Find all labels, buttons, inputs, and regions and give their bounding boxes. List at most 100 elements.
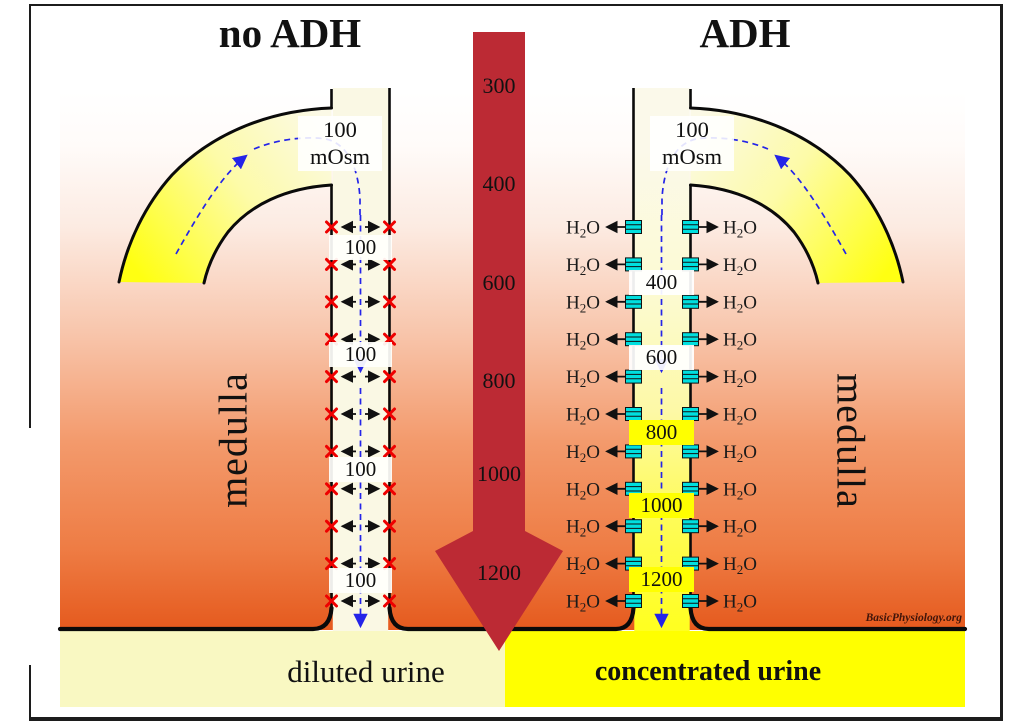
blocked-channel-x-icon [325, 370, 338, 384]
no-adh-exchange-row [325, 332, 396, 346]
aquaporin-stripes [682, 224, 699, 230]
aquaporin-body [625, 332, 642, 347]
aquaporin-stripes [682, 598, 699, 604]
blocked-channel-x-icon [383, 407, 396, 421]
aquaporin-stripes [625, 261, 642, 268]
aquaporin-stripes [625, 336, 642, 342]
right-inflow-tube [690, 108, 903, 283]
no-adh-exchange-row [325, 519, 396, 533]
medulla-label-right: medulla [828, 373, 874, 509]
adh-title: ADH [699, 10, 791, 56]
blocked-channel-x-icon [325, 220, 338, 234]
aquaporin-body [682, 294, 699, 309]
no-adh-exchange-row [325, 295, 396, 309]
blocked-channel-x-icon [325, 257, 338, 271]
aquaporin-channel-icon [625, 294, 642, 309]
aquaporin-body [682, 594, 699, 608]
aquaporin-channel-icon [625, 594, 642, 608]
blocked-channel-x-icon [383, 557, 396, 571]
blocked-channel-x-icon [325, 444, 338, 458]
aquaporin-stripes [625, 523, 642, 529]
blocked-channel-x-icon [383, 594, 396, 608]
aquaporin-stripes [682, 411, 699, 417]
h2o-label: H2O [566, 330, 600, 353]
aquaporin-stripes [625, 448, 642, 455]
aquaporin-body [625, 369, 642, 384]
aquaporin-channel-icon [625, 519, 642, 534]
adh-exchange-row: H2O H2O [566, 218, 757, 241]
frame-left-upper-line [29, 4, 32, 428]
gradient-value: 300 [482, 73, 516, 98]
aquaporin-stripes [682, 448, 699, 455]
left-inflow-path [253, 137, 361, 215]
blocked-channel-x-icon [383, 519, 396, 533]
left-inflow-arrow [175, 154, 248, 255]
adh-lumen-value: 800 [629, 420, 694, 445]
aquaporin-stripes [625, 486, 642, 492]
blocked-channel-x-icon [383, 257, 396, 271]
aquaporin-body [682, 332, 699, 347]
h2o-label: H2O [723, 442, 757, 465]
blocked-channel-x-icon [325, 557, 338, 571]
no-adh-exchange-row [325, 220, 396, 234]
aquaporin-channel-icon [625, 369, 642, 384]
blocked-channel-x-icon [325, 594, 338, 608]
aquaporin-channel-icon [682, 481, 699, 496]
aquaporin-stripes [625, 373, 642, 380]
aquaporin-stripes [625, 598, 642, 604]
adh-exchange-row: H2O H2O [566, 255, 757, 278]
no-adh-lumen-value: 100 [329, 457, 392, 482]
aquaporin-stripes [682, 523, 699, 529]
blocked-channel-x-icon [383, 370, 396, 384]
h2o-label: H2O [723, 330, 757, 353]
right-inflow-value: 100 [675, 117, 709, 142]
concentrated-urine-region [505, 631, 965, 707]
blocked-channel-x-icon [383, 444, 396, 458]
gradient-value: 800 [482, 368, 516, 393]
h2o-label: H2O [566, 442, 600, 465]
aquaporin-stripes [625, 560, 642, 567]
gradient-value: 400 [482, 171, 516, 196]
adh-exchange-row: H2O H2O [566, 479, 757, 502]
frame-left-lower-line [29, 665, 32, 717]
frame-bottom-line [29, 717, 1002, 721]
adh-lumen-value: 400 [629, 270, 694, 295]
adh-lumen-value: 1000 [629, 493, 694, 518]
gradient-value: 1000 [477, 461, 521, 486]
aquaporin-channel-icon [625, 407, 642, 421]
adh-exchange-row: H2O H2O [566, 330, 757, 353]
adh-exchange-row: H2O H2O [566, 592, 757, 615]
left-inflow-tube [119, 108, 332, 283]
h2o-label: H2O [723, 405, 757, 428]
aquaporin-body [682, 444, 699, 459]
aquaporin-body [625, 594, 642, 608]
no-adh-lumen-value: 100 [329, 568, 392, 593]
aquaporin-body [625, 444, 642, 459]
adh-exchange-row: H2O H2O [566, 367, 757, 390]
aquaporin-body [625, 407, 642, 421]
blocked-channel-x-icon [325, 482, 338, 496]
frame-top-line [29, 4, 1002, 7]
adh-lumen-value: 600 [629, 345, 694, 370]
aquaporin-channel-icon [682, 220, 699, 234]
watermark: BasicPhysiology.org [865, 612, 962, 624]
right-inflow-path [661, 137, 769, 215]
aquaporin-stripes [625, 224, 642, 230]
aquaporin-channel-icon [682, 294, 699, 309]
h2o-label: H2O [566, 367, 600, 390]
h2o-label: H2O [566, 292, 600, 315]
adh-exchange-row: H2O H2O [566, 554, 757, 577]
right-inflow-arrow [774, 154, 847, 255]
adh-exchange-row: H2O H2O [566, 405, 757, 428]
aquaporin-body [625, 257, 642, 272]
blocked-channel-x-icon [383, 482, 396, 496]
aquaporin-stripes [682, 261, 699, 268]
no-adh-exchange-row [325, 482, 396, 496]
h2o-label: H2O [723, 517, 757, 540]
adh-lumen-value: 1200 [629, 567, 694, 592]
h2o-label: H2O [723, 218, 757, 241]
aquaporin-channel-icon [625, 444, 642, 459]
aquaporin-body [625, 220, 642, 234]
aquaporin-stripes [682, 560, 699, 567]
